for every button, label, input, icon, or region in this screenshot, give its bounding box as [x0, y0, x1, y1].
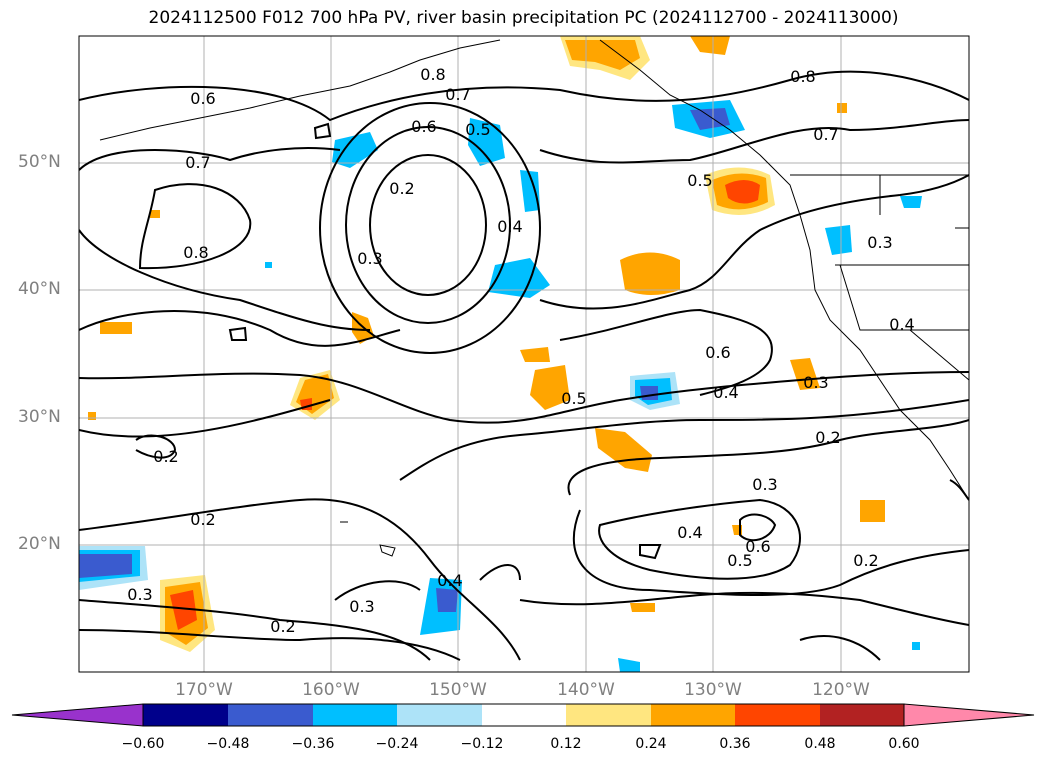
- contour-label: 0.4: [889, 315, 914, 334]
- lon-label: 130°W: [684, 680, 742, 700]
- contour-label: 0.2: [153, 447, 178, 466]
- coastlines: [99, 39, 969, 557]
- lat-label: 50°N: [18, 152, 61, 172]
- colorbar-tick-label: −0.24: [375, 736, 419, 752]
- contour-label: 0.5: [687, 171, 712, 190]
- contour-label: 0.8: [790, 67, 815, 86]
- contour-label: 0.2: [853, 551, 878, 570]
- contour-label: 0.7: [813, 125, 838, 144]
- contour-label: 0.3: [127, 585, 152, 604]
- lon-label: 160°W: [302, 680, 360, 700]
- contour-label: 0.4: [437, 571, 462, 590]
- contour-label: 0.8: [420, 65, 445, 84]
- contour-label: 0.5: [465, 120, 490, 139]
- colorbar-tick-label: 0.36: [719, 736, 751, 752]
- colorbar-tick-label: 0.12: [550, 736, 582, 752]
- contour-labels: 0.6 0.7 0.8 0.8 0.7 0.6 0.5 0.2 0.3 0.4 …: [127, 65, 914, 636]
- contour-label: 0.4: [677, 523, 702, 542]
- colorbar-extend-max: [903, 703, 1035, 727]
- contour-label: 0.3: [803, 373, 828, 392]
- colorbar-swatch: [651, 704, 735, 726]
- contour-label: 0.4: [497, 217, 522, 236]
- contour-label: 0.2: [270, 617, 295, 636]
- colorbar-tick-label: 0.24: [635, 736, 667, 752]
- lon-label: 170°W: [175, 680, 233, 700]
- contour-label: 0.3: [349, 597, 374, 616]
- pv-contours: [79, 70, 969, 661]
- contour-label: 0.6: [411, 117, 436, 136]
- colorbar-tick-label: 0.48: [804, 736, 836, 752]
- colorbar: [11, 703, 1035, 727]
- contour-label: 0.3: [867, 233, 892, 252]
- contour-label: 0.7: [185, 153, 210, 172]
- contour-label: 0.6: [190, 89, 215, 108]
- lon-label: 120°W: [812, 680, 870, 700]
- colorbar-tick-label: −0.60: [121, 736, 165, 752]
- colorbar-swatch: [735, 704, 820, 726]
- precip-shading: [79, 36, 922, 672]
- map-title: 2024112500 F012 700 hPa PV, river basin …: [148, 8, 899, 28]
- lat-label: 40°N: [18, 279, 61, 299]
- contour-label: 0.5: [561, 389, 586, 408]
- colorbar-swatch: [228, 704, 313, 726]
- contour-label: 0.5: [727, 551, 752, 570]
- contour-label: 0.4: [713, 383, 738, 402]
- contour-label: 0.3: [752, 475, 777, 494]
- colorbar-extend-min: [11, 703, 144, 727]
- colorbar-tick-label: −0.48: [206, 736, 250, 752]
- colorbar-tick-label: −0.36: [291, 736, 335, 752]
- contour-label: 0.2: [190, 510, 215, 529]
- contour-label: 0.6: [705, 343, 730, 362]
- colorbar-swatch: [397, 704, 482, 726]
- contour-label: 0.7: [445, 85, 470, 104]
- contour-label: 0.2: [389, 179, 414, 198]
- colorbar-swatch: [566, 704, 651, 726]
- colorbar-swatch: [482, 704, 566, 726]
- contour-label: 0.3: [357, 249, 382, 268]
- lat-label: 20°N: [18, 534, 61, 554]
- colorbar-tick-label: −0.12: [460, 736, 504, 752]
- colorbar-swatch: [143, 704, 228, 726]
- colorbar-swatch: [820, 704, 904, 726]
- contour-label: 0.2: [815, 428, 840, 447]
- lon-label: 150°W: [429, 680, 487, 700]
- colorbar-swatch: [313, 704, 397, 726]
- lon-label: 140°W: [557, 680, 615, 700]
- colorbar-tick-label: 0.60: [888, 736, 920, 752]
- map-frame: [78, 35, 970, 673]
- lat-label: 30°N: [18, 407, 61, 427]
- contour-label: 0.6: [745, 537, 770, 556]
- contour-label: 0.8: [183, 243, 208, 262]
